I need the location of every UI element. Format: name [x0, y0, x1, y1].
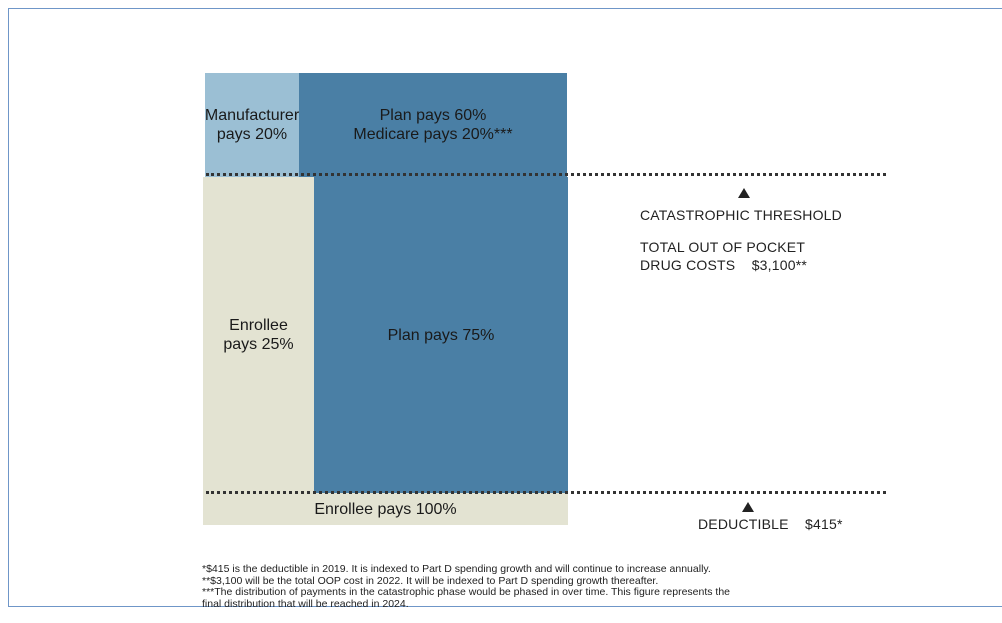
footnote-2: **$3,100 will be the total OOP cost in 2… — [202, 574, 659, 587]
plan-share-initial: Plan pays 75% — [314, 177, 568, 493]
plan-medicare-share: Plan pays 60% Medicare pays 20%*** — [299, 73, 567, 177]
threshold-title: CATASTROPHIC THRESHOLD — [640, 207, 842, 223]
deductible-line — [206, 491, 886, 494]
footnote-1: *$415 is the deductible in 2019. It is i… — [202, 563, 711, 575]
catastrophic-threshold-line — [206, 173, 886, 176]
figure-frame — [8, 8, 1002, 607]
manufacturer-share: Manufacturer pays 20% — [205, 73, 299, 177]
deductible-arrow-icon — [742, 502, 754, 512]
footnotes: *$415 is the deductible in 2019. It is i… — [202, 563, 731, 610]
deductible-label: DEDUCTIBLE $415* — [698, 516, 843, 532]
threshold-arrow-icon — [738, 188, 750, 198]
enrollee-share-initial: Enrollee pays 25% — [203, 177, 314, 493]
threshold-line1: TOTAL OUT OF POCKET — [640, 239, 806, 255]
footnote-4: final distribution that will be reached … — [202, 597, 409, 610]
footnote-3: ***The distribution of payments in the c… — [202, 586, 731, 598]
enrollee-share-deductible: Enrollee pays 100% — [203, 493, 568, 525]
threshold-line2: DRUG COSTS $3,100** — [640, 257, 808, 273]
